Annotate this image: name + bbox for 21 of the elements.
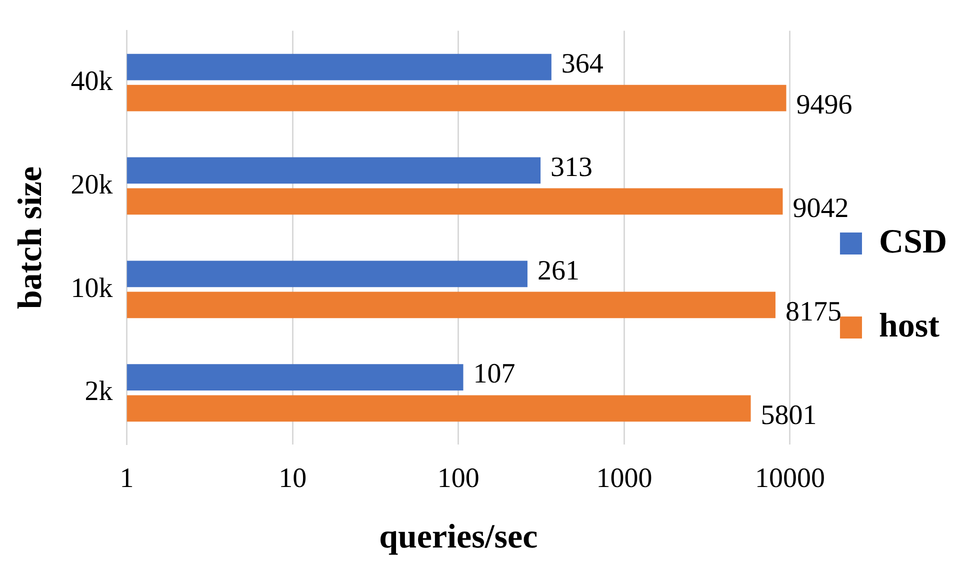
data-label: 5801 <box>760 400 817 431</box>
data-label: 261 <box>537 255 580 286</box>
legend-label: host <box>878 307 940 344</box>
legend-label: CSD <box>878 223 948 260</box>
data-label: 313 <box>550 152 593 183</box>
x-tick-label: 10 <box>278 462 307 494</box>
y-axis-title: batch size <box>12 166 50 309</box>
x-tick-label: 1000 <box>596 462 652 494</box>
data-label: 9496 <box>796 89 852 120</box>
x-tick-label: 10000 <box>754 462 825 494</box>
x-axis-title: queries/sec <box>379 518 538 556</box>
y-tick-label: 2k <box>84 376 113 408</box>
x-tick-label: 100 <box>437 462 480 494</box>
y-tick-label: 40k <box>70 66 113 97</box>
y-tick-label: 10k <box>70 272 113 304</box>
data-label: 8175 <box>785 296 842 328</box>
x-tick-label: 1 <box>120 462 134 494</box>
y-tick-label: 20k <box>70 169 113 200</box>
data-label: 364 <box>561 48 604 80</box>
data-label: 107 <box>473 358 516 390</box>
data-label: 9042 <box>792 192 849 224</box>
